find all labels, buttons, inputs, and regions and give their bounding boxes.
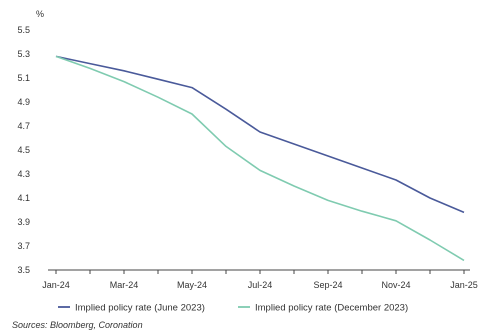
legend-label-1: Implied policy rate (June 2023) (75, 303, 205, 314)
y-tick-label: 5.1 (17, 73, 30, 83)
y-tick-label: 4.5 (17, 145, 30, 155)
y-tick-label: 5.3 (17, 49, 30, 59)
x-axis: Jan-24 Mar-24 May-24 Jul-24 Sep-24 Nov-24 Jan-… (42, 270, 478, 290)
x-tick-label: Nov-24 (381, 280, 410, 290)
x-tick-label: Jan-25 (450, 280, 478, 290)
legend-label-2: Implied policy rate (December 2023) (255, 303, 408, 314)
y-tick-label: 3.7 (17, 241, 30, 251)
series-line-1 (55, 55, 465, 214)
series-line-2 (55, 55, 465, 262)
y-tick-label: 4.7 (17, 121, 30, 131)
y-tick-label: 3.9 (17, 217, 30, 227)
y-tick-label: 4.1 (17, 193, 30, 203)
y-tick-label: 5.5 (17, 25, 30, 35)
x-tick-label: Mar-24 (110, 280, 139, 290)
y-tick-label: 3.5 (17, 265, 30, 275)
y-tick-label: 4.3 (17, 169, 30, 179)
x-tick-label: Sep-24 (313, 280, 342, 290)
source-note: Sources: Bloomberg, Coronation (12, 320, 143, 330)
x-tick-label: Jul-24 (248, 280, 273, 290)
y-tick-label: 4.9 (17, 97, 30, 107)
x-tick-label: May-24 (177, 280, 207, 290)
legend: Implied policy rate (June 2023) Implied p… (58, 303, 408, 314)
x-tick-label: Jan-24 (42, 280, 70, 290)
series-group (55, 55, 465, 262)
y-axis-unit: % (36, 9, 44, 19)
y-axis: 3.5 3.7 3.9 4.1 4.3 4.5 4.7 4.9 5.1 5.3 5.5 (17, 25, 30, 275)
